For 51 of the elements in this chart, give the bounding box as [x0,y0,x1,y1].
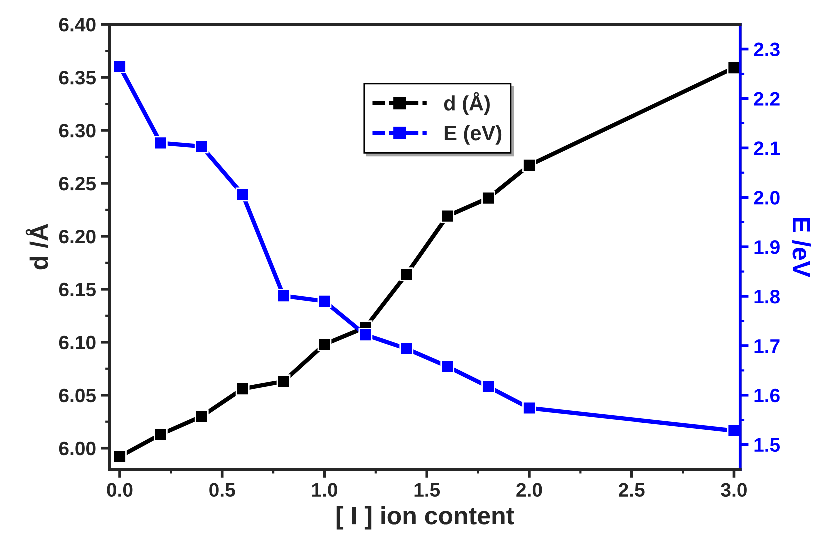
point [522,401,536,416]
point [358,328,373,342]
point [194,140,209,154]
y-tick-label: 6.20 [59,230,96,244]
point [482,380,496,394]
point [482,191,496,206]
point [318,338,332,352]
point [113,450,127,464]
point [113,60,127,74]
point [154,136,168,150]
y2-tick-label: 1.6 [754,388,780,403]
point [440,360,455,374]
y2-axis-title: E /eV [792,218,812,278]
point [400,268,414,282]
y-tick-label: 6.35 [59,71,96,85]
x-tick-label: 0.5 [210,483,236,498]
x-tick-label: 1.0 [312,483,338,498]
y2-tick-label: 2.3 [754,42,780,57]
point [440,209,455,224]
x-tick-label: 3.0 [721,483,747,498]
y2-tick-label: 1.8 [754,290,780,304]
point [400,342,414,356]
point [154,428,168,442]
y2-tick-label: 2.2 [754,92,780,106]
y2-tick-label: 1.5 [754,438,780,452]
point [236,382,250,396]
y2-tick-label: 1.7 [754,340,780,353]
y-axis-title: d /Å [26,224,48,270]
x-tick-label: 1.5 [414,483,440,498]
y-tick-label: 6.10 [59,336,96,350]
point [236,188,250,202]
y-tick-label: 6.15 [59,282,96,297]
y-tick-label: 6.30 [59,124,96,138]
y-tick-label: 6.00 [59,442,96,456]
y2-tick-label: 2.1 [754,142,780,156]
y-tick-label: 6.25 [59,176,96,191]
x-tick-label: 0.0 [107,483,133,498]
y2-tick-label: 2.0 [754,191,780,205]
y-tick-label: 6.40 [59,18,96,32]
point [522,158,536,172]
y-tick-label: 6.05 [59,388,96,403]
legend-label: d (Å) [444,92,490,115]
point [318,294,332,308]
point [276,289,291,303]
x-tick-label: 2.5 [619,483,645,498]
point [194,410,209,424]
legend-label: E (eV) [444,125,502,145]
x-tick-label: 2.0 [516,483,542,498]
y2-tick-label: 1.9 [754,240,780,254]
point [276,374,291,389]
x-axis-title: [ I ] ion content [336,506,514,530]
